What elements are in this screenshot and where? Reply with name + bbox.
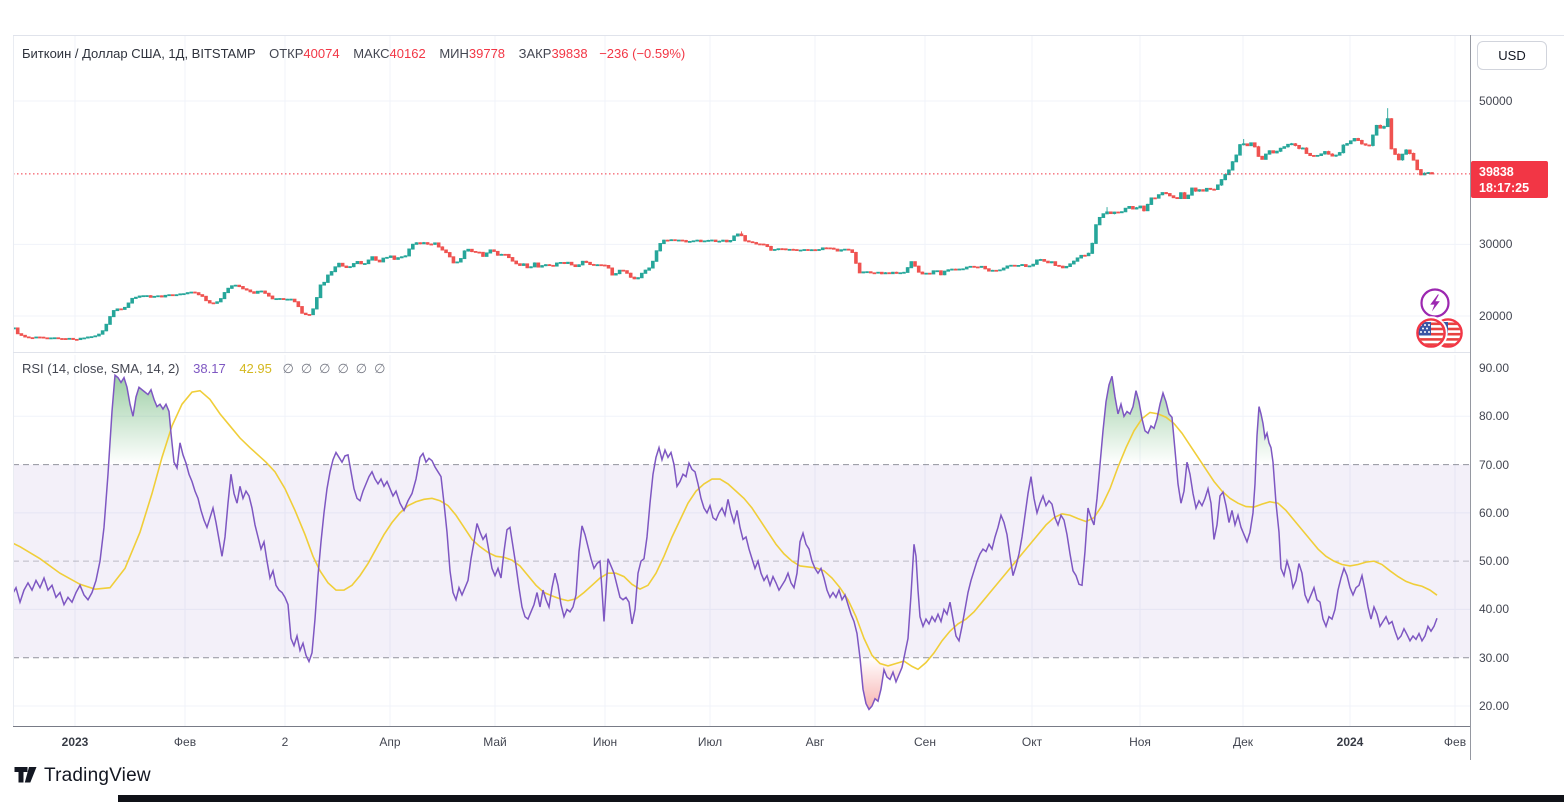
high-value: 40162: [389, 46, 426, 61]
us-flag-badges[interactable]: [1414, 315, 1466, 351]
rsi-value: 38.17: [193, 361, 226, 376]
rsi-empty-symbol: ∅: [374, 362, 386, 377]
close-value: 39838: [551, 46, 588, 61]
time-axis-label: 2024: [1336, 735, 1364, 749]
time-axis-label: Авг: [805, 735, 825, 749]
rsi-empty-symbol: ∅: [337, 362, 349, 377]
tradingview-logo[interactable]: TradingView: [14, 765, 151, 787]
low-value: 39778: [468, 46, 506, 61]
symbol-title[interactable]: Биткоин / Доллар США, 1Д, BITSTAMP: [22, 46, 256, 61]
time-axis-label: Фев: [1443, 735, 1467, 749]
high-label: МАКС: [353, 46, 390, 61]
open-value: 40074: [303, 46, 340, 61]
pane-separator[interactable]: [13, 352, 1470, 353]
time-axis-label: 2023: [61, 735, 89, 749]
rsi-axis-label: 40.00: [1479, 602, 1510, 617]
rsi-axis-label: 50.00: [1479, 554, 1510, 569]
time-axis-label: Апр: [379, 735, 401, 749]
time-axis-label: 2: [281, 735, 289, 749]
rsi-axis-label: 20.00: [1479, 699, 1510, 713]
rsi-empty-symbol: ∅: [355, 362, 368, 377]
time-axis-label: Май: [483, 735, 507, 749]
last-price-badge[interactable]: 39838 18:17:25: [1471, 161, 1548, 198]
last-price: 39838: [1479, 165, 1514, 179]
lightning-icon: [1420, 288, 1450, 318]
time-axis-label: Июл: [697, 735, 723, 749]
rsi-axis-label: 30.00: [1479, 650, 1510, 665]
countdown-timer: 18:17:25: [1479, 181, 1530, 195]
rsi-title[interactable]: RSI (14, close, SMA, 14, 2): [22, 361, 180, 376]
price-axis-label: 50000: [1479, 94, 1513, 108]
rsi-ma-value: 42.95: [239, 361, 272, 376]
tradingview-logo-icon: [14, 766, 37, 782]
rsi-axis-label: 90.00: [1479, 361, 1510, 375]
time-axis-label: Дек: [1232, 735, 1254, 749]
close-label: ЗАКР: [518, 46, 552, 61]
time-axis-label: Сен: [914, 735, 936, 749]
time-axis-label: Фев: [173, 735, 197, 749]
rsi-axis-label: 60.00: [1479, 505, 1510, 520]
left-border: [13, 36, 14, 726]
rsi-legend[interactable]: RSI (14, close, SMA, 14, 2) 38.17 42.95 …: [22, 361, 385, 377]
time-axis-border: [13, 726, 1470, 727]
rsi-empty-values: ∅ ∅ ∅ ∅ ∅ ∅: [275, 361, 386, 377]
tradingview-logo-text: TradingView: [44, 765, 151, 786]
instant-trading-button[interactable]: [1419, 287, 1451, 319]
low-label: МИН: [439, 46, 469, 61]
change-value: −236 (−0.59%): [599, 46, 686, 61]
rsi-empty-symbol: ∅: [319, 362, 331, 377]
time-axis-label: Июн: [592, 735, 618, 749]
us-flag-icon: [1414, 316, 1463, 350]
price-axis-label: 30000: [1479, 237, 1513, 252]
rsi-axis-label: 70.00: [1479, 457, 1510, 472]
currency-toggle-button[interactable]: USD: [1477, 41, 1547, 70]
price-axis-border: [1470, 35, 1471, 760]
open-label: ОТКР: [269, 46, 304, 61]
time-axis-label: Окт: [1021, 735, 1043, 749]
rsi-axis-label: 80.00: [1479, 409, 1510, 424]
time-axis-label: Ноя: [1129, 735, 1151, 749]
rsi-empty-symbol: ∅: [300, 362, 313, 377]
rsi-empty-symbol: ∅: [282, 362, 294, 377]
bottom-taskbar-strip: [118, 795, 1564, 802]
symbol-legend[interactable]: Биткоин / Доллар США, 1Д, BITSTAMP ОТКР4…: [22, 46, 685, 61]
top-border: [13, 35, 1564, 36]
price-axis-label: 20000: [1479, 309, 1513, 323]
